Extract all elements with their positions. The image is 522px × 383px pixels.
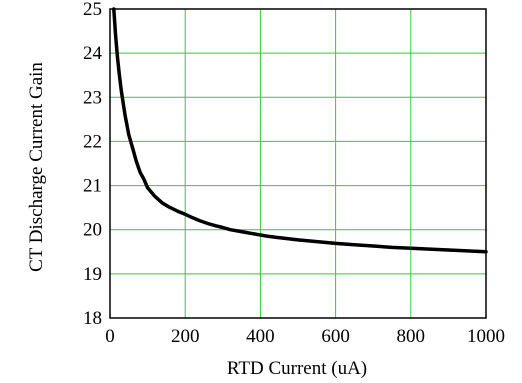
x-tick-labels: 0 200 400 600 800 1000 [105,326,505,347]
x-axis-label: RTD Current (uA) [227,358,367,379]
series-line-0 [112,7,488,254]
x-tick-label: 400 [246,326,275,347]
grid-lines [110,9,486,318]
x-tick-label: 600 [321,326,350,347]
x-tick-label: 1000 [467,326,505,347]
y-tick-label: 21 [83,176,102,197]
y-tick-labels: 18 19 20 21 22 23 24 25 [83,0,103,329]
y-tick-label: 22 [83,131,102,152]
y-tick-label: 24 [83,43,103,64]
x-tick-label: 800 [397,326,426,347]
y-tick-label: 20 [83,220,102,241]
y-tick-label: 18 [83,308,102,329]
x-tick-label: 200 [171,326,200,347]
plot-frame [109,8,487,319]
series-layer [112,7,488,254]
x-tick-label: 0 [105,326,115,347]
y-tick-label: 23 [83,87,102,108]
y-tick-label: 19 [83,264,102,285]
y-axis-label: CT Discharge Current Gain [26,62,47,272]
y-tick-label: 25 [83,0,102,20]
